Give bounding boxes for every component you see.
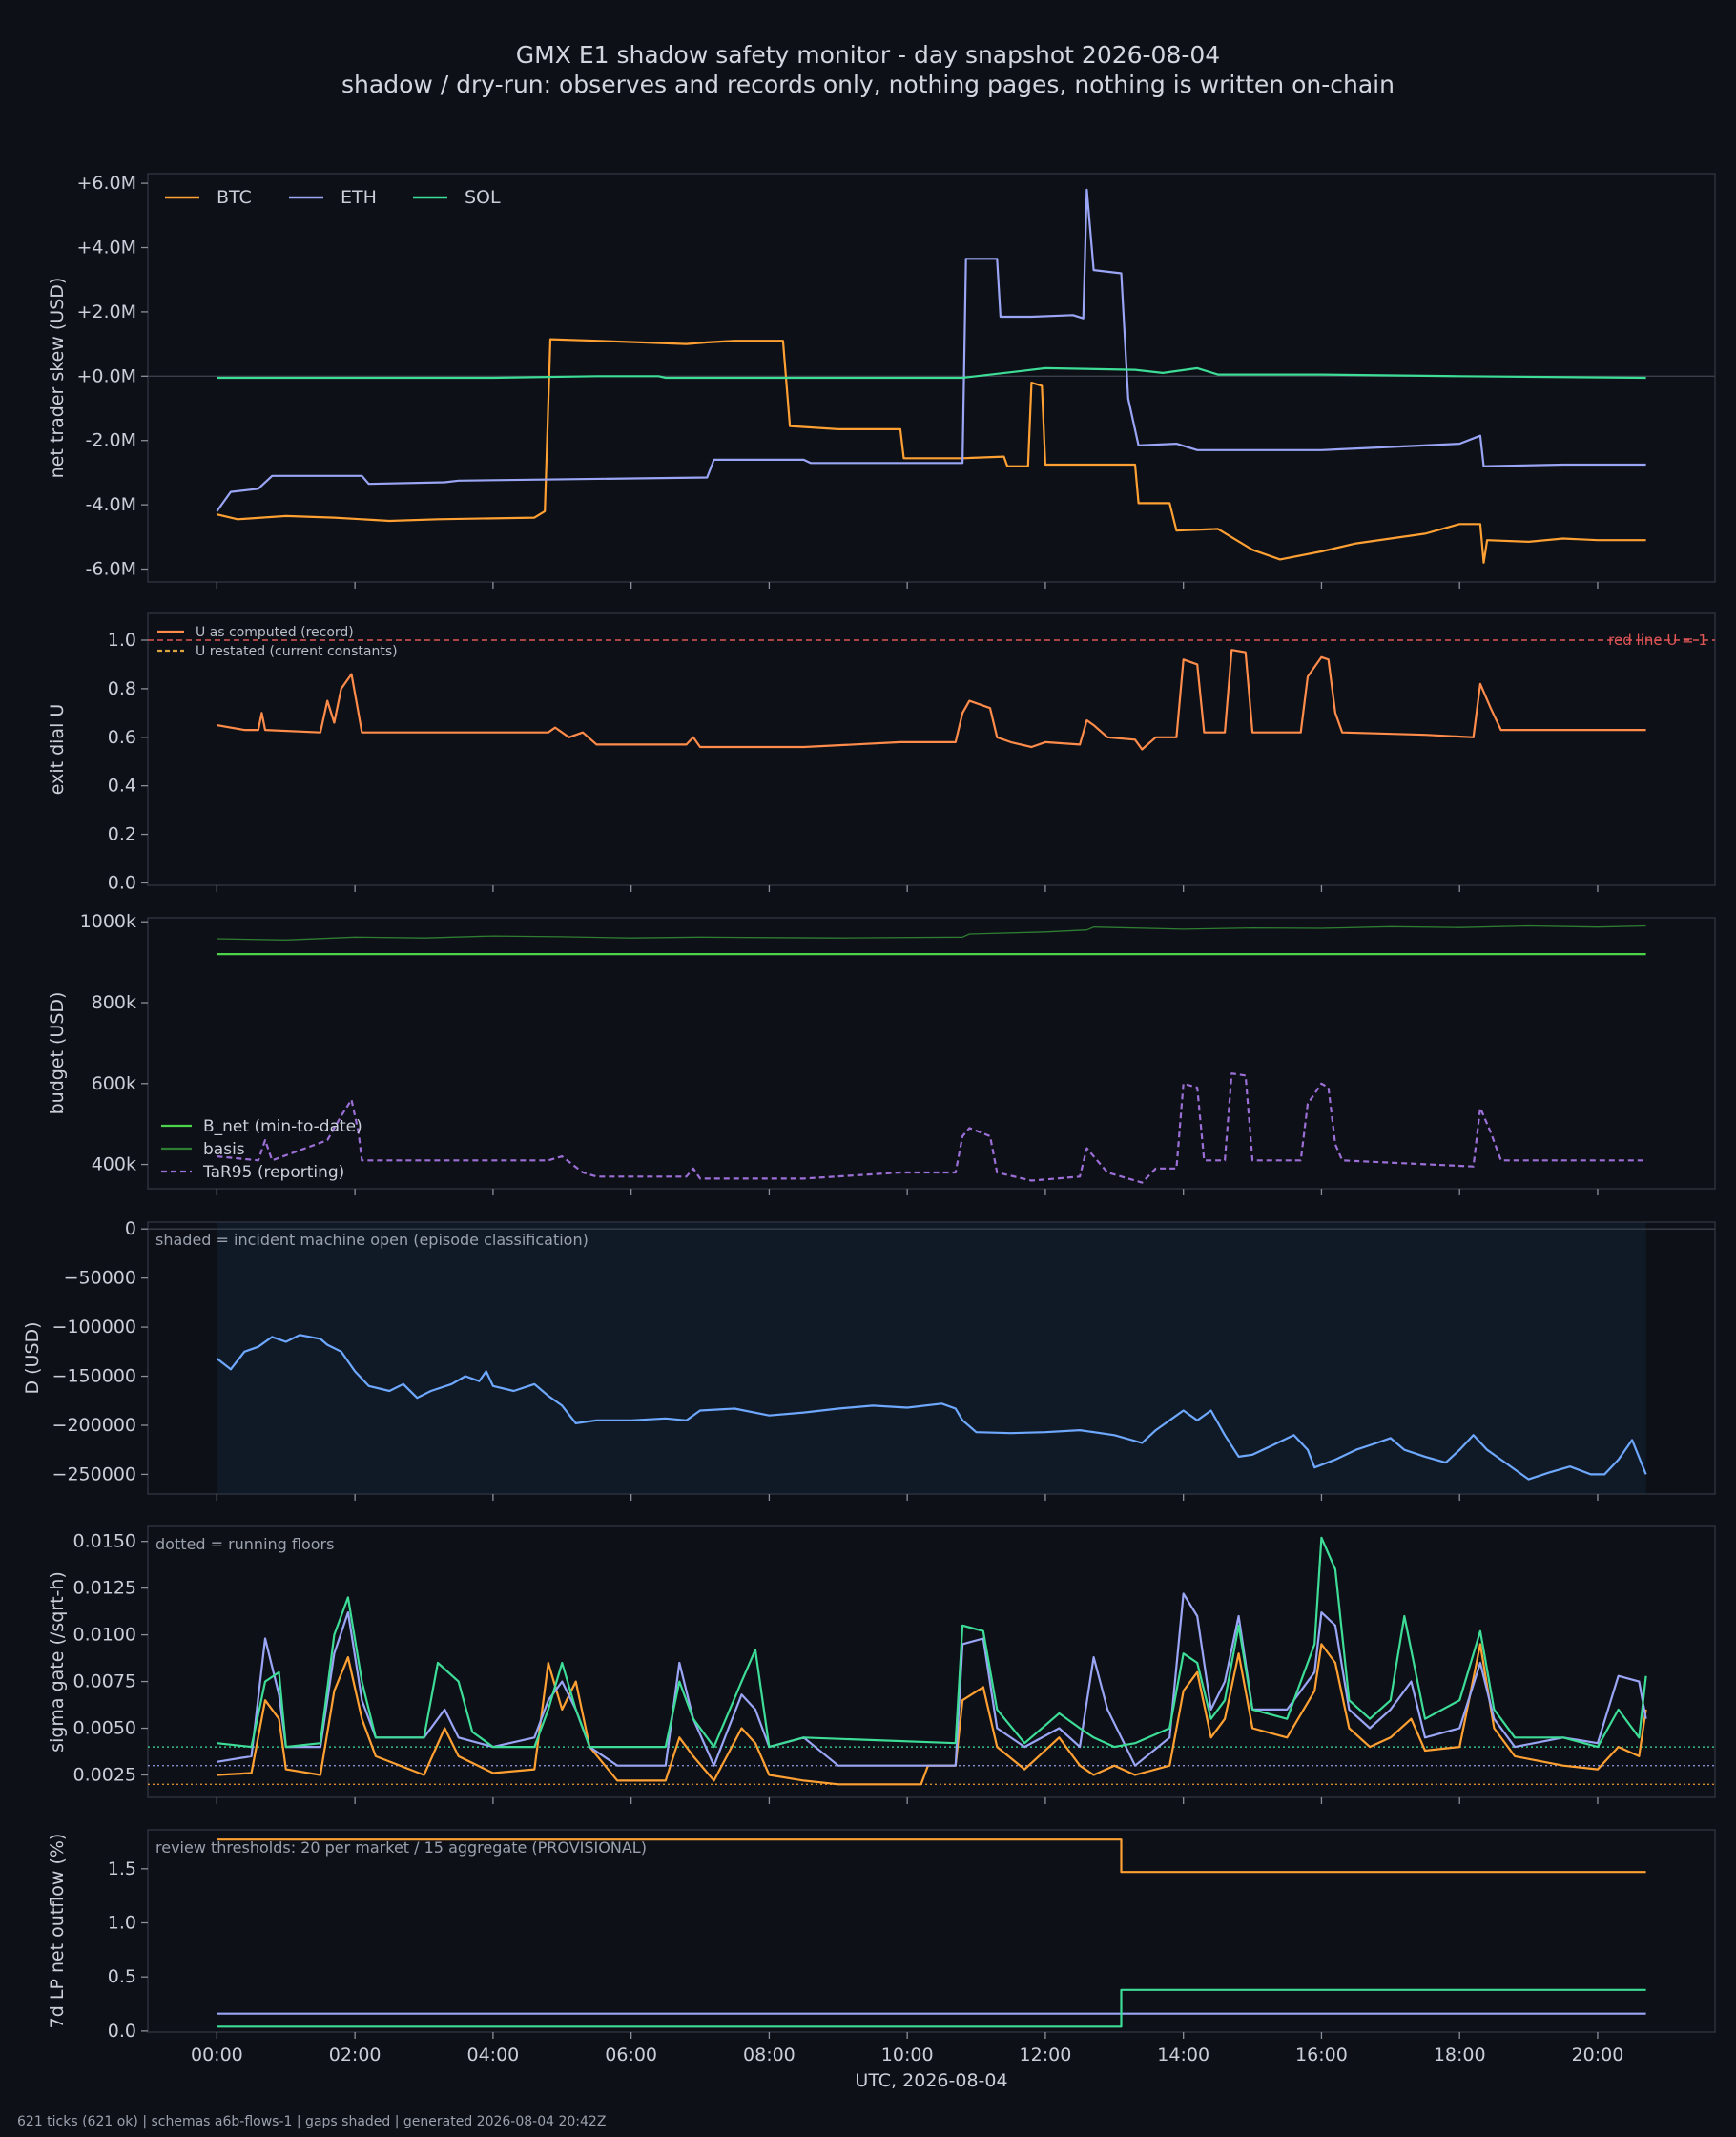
series-line-u-as-computed-record- xyxy=(217,649,1646,751)
y-tick-label: −150000 xyxy=(52,1366,136,1387)
panels: -6.0M -4.0M -2.0M +0.0M +2.0M +4.0M +6.0M net t… xyxy=(22,173,1716,2091)
panel-skew: -6.0M -4.0M -2.0M +0.0M +2.0M +4.0M +6.0M net t… xyxy=(47,173,1716,589)
series-line-eth xyxy=(217,1592,1647,1767)
series-line-btc xyxy=(217,1643,1647,1786)
y-tick-label: 0.4 xyxy=(108,776,136,797)
y-tick-label: 0.5 xyxy=(108,1966,136,1987)
x-tick-label: 18:00 xyxy=(1434,2044,1486,2065)
y-tick-label: 800k xyxy=(92,992,136,1013)
legend: U as computed (record) U restated (curren… xyxy=(157,625,398,659)
legend: BTC ETH SOL xyxy=(165,187,501,208)
y-tick-label: 0.0150 xyxy=(73,1531,136,1552)
x-tick-label: 14:00 xyxy=(1157,2044,1209,2065)
y-tick-label: −100000 xyxy=(52,1317,136,1338)
legend-label: U restated (current constants) xyxy=(196,644,398,659)
y-tick-label: −200000 xyxy=(52,1415,136,1436)
y-tick-label: 0 xyxy=(125,1218,136,1239)
y-tick-label: 1.0 xyxy=(108,630,136,651)
y-tick-label: 0.6 xyxy=(108,727,136,748)
legend-label: TaR95 (reporting) xyxy=(202,1163,344,1182)
panel-note: review thresholds: 20 per market / 15 ag… xyxy=(155,1838,647,1857)
y-tick-label: 0.0050 xyxy=(73,1718,136,1739)
legend-label: SOL xyxy=(465,187,501,208)
figure-title: GMX E1 shadow safety monitor - day snaps… xyxy=(516,41,1220,69)
series-line-tar95-reporting- xyxy=(217,1072,1646,1184)
y-tick-label: +0.0M xyxy=(76,365,136,386)
incident-shade xyxy=(217,1222,1646,1494)
footer-status: 621 ticks (621 ok) | schemas a6b-flows-1… xyxy=(17,2114,606,2129)
panel-frame xyxy=(147,173,1716,583)
y-tick-label: 0.0100 xyxy=(73,1625,136,1646)
panel-frame xyxy=(147,1221,1716,1495)
y-tick-label: 1.5 xyxy=(108,1858,136,1879)
y-tick-label: 0.0 xyxy=(108,872,136,893)
y-tick-label: 0.0075 xyxy=(73,1671,136,1692)
y-axis-label: budget (USD) xyxy=(47,992,68,1115)
panel-udial: 0.0 0.2 0.4 0.6 0.8 1.0 exit dial U red line U … xyxy=(47,612,1716,893)
y-tick-label: −50000 xyxy=(64,1268,136,1289)
panel-lp: 0.0 0.5 1.0 1.5 7d LP net outflow (%) review … xyxy=(47,1829,1716,2091)
y-tick-label: −250000 xyxy=(52,1463,136,1484)
panel-budget: 400k 600k 800k 1000k budget (USD) B_net (min-… xyxy=(47,911,1716,1195)
y-axis-label: exit dial U xyxy=(47,704,68,796)
y-axis-label: sigma gate (/sqrt-h) xyxy=(47,1571,68,1753)
y-tick-label: -4.0M xyxy=(86,494,136,515)
y-tick-label: -2.0M xyxy=(86,430,136,451)
y-tick-label: 0.8 xyxy=(108,678,136,699)
series-line-sol xyxy=(217,1536,1647,1749)
series-line-basis xyxy=(217,924,1646,941)
x-tick-label: 04:00 xyxy=(467,2044,520,2065)
y-tick-label: 1000k xyxy=(80,911,136,932)
panel-frame xyxy=(147,1829,1716,2033)
legend-label: basis xyxy=(203,1140,245,1159)
series-line-sol xyxy=(217,366,1646,380)
y-axis-label: D (USD) xyxy=(22,1321,43,1394)
red-line-label: red line U = 1 xyxy=(1608,632,1707,649)
figure-subtitle: shadow / dry-run: observes and records o… xyxy=(341,71,1395,98)
x-tick-label: 10:00 xyxy=(881,2044,934,2065)
panel-dpanel: −250000 −200000 −150000 −100000 −50000 0 D (US… xyxy=(22,1218,1716,1501)
x-tick-label: 12:00 xyxy=(1020,2044,1072,2065)
panel-note: dotted = running floors xyxy=(155,1535,334,1553)
panel-frame xyxy=(147,1525,1716,1798)
y-tick-label: +4.0M xyxy=(76,238,136,259)
y-tick-label: 0.2 xyxy=(108,824,136,845)
series-line-sol xyxy=(217,1988,1646,2028)
y-tick-label: -6.0M xyxy=(86,559,136,580)
y-tick-label: 400k xyxy=(92,1154,136,1175)
x-axis-label: UTC, 2026-08-04 xyxy=(855,2070,1007,2091)
series-line-btc xyxy=(217,338,1646,564)
series-line-btc xyxy=(217,1838,1646,1874)
y-axis-label: net trader skew (USD) xyxy=(47,278,68,479)
x-tick-label: 06:00 xyxy=(605,2044,657,2065)
series-line-d xyxy=(216,1334,1647,1481)
legend-label: ETH xyxy=(341,187,377,208)
panel-sigma: 0.0025 0.0050 0.0075 0.0100 0.0125 0.0150sigm… xyxy=(47,1525,1716,1804)
x-tick-label: 20:00 xyxy=(1572,2044,1624,2065)
legend: B_net (min-to-date) basis TaR95 (reporting… xyxy=(161,1117,362,1182)
series-line-eth xyxy=(216,188,1646,512)
x-tick-label: 16:00 xyxy=(1295,2044,1348,2065)
y-tick-label: 0.0125 xyxy=(73,1578,136,1599)
legend-label: B_net (min-to-date) xyxy=(203,1117,362,1136)
x-tick-label: 02:00 xyxy=(329,2044,382,2065)
x-tick-label: 00:00 xyxy=(191,2044,243,2065)
x-tick-label: 08:00 xyxy=(743,2044,796,2065)
y-tick-label: +6.0M xyxy=(76,173,136,194)
y-axis-label: 7d LP net outflow (%) xyxy=(47,1834,68,2029)
legend-label: BTC xyxy=(217,187,252,208)
y-tick-label: +2.0M xyxy=(76,301,136,322)
panel-note: shaded = incident machine open (episode … xyxy=(155,1231,589,1249)
y-tick-label: 1.0 xyxy=(108,1912,136,1933)
y-tick-label: 0.0025 xyxy=(73,1764,136,1785)
y-tick-label: 600k xyxy=(92,1073,136,1094)
y-tick-label: 0.0 xyxy=(108,2021,136,2042)
panel-frame xyxy=(147,612,1716,886)
legend-label: U as computed (record) xyxy=(196,625,354,640)
panel-frame xyxy=(147,917,1716,1190)
